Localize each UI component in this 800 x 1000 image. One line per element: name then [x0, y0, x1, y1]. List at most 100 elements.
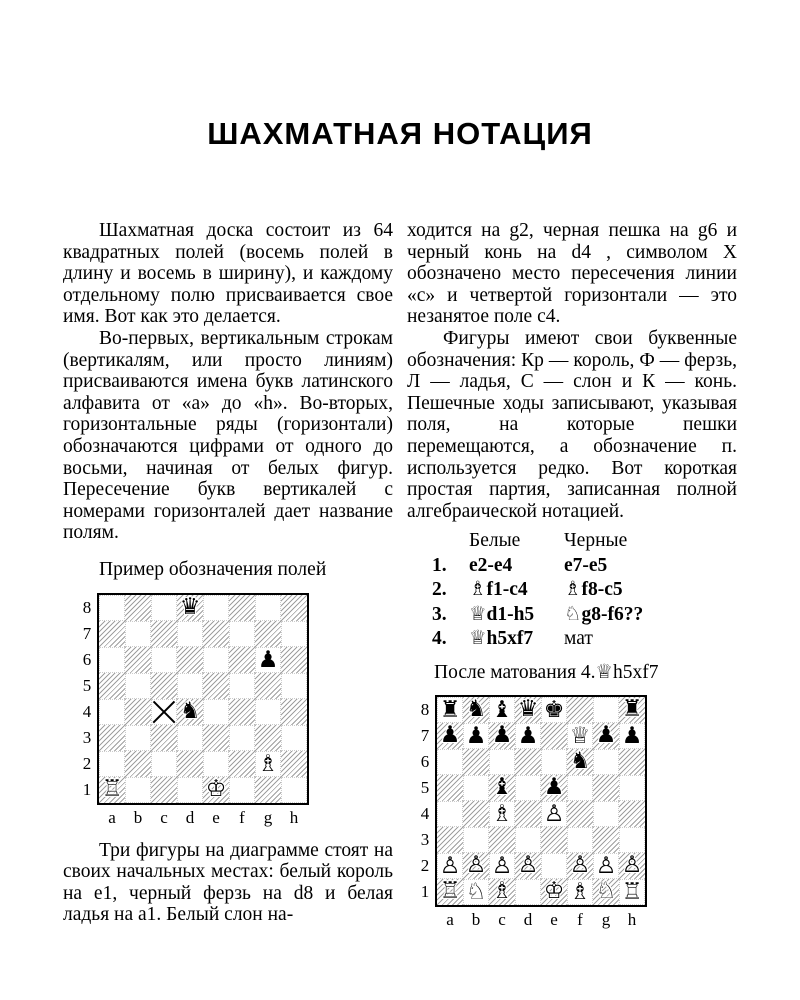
board-square [151, 750, 177, 777]
board-square: ♞ [463, 697, 489, 724]
white-king-icon: ♔ [205, 775, 227, 802]
board-square [619, 775, 645, 802]
board-square [151, 672, 177, 699]
black-pawn-icon: ♟ [257, 646, 279, 673]
black-bishop-icon: ♝ [491, 697, 513, 724]
white-bishop-icon: ♗ [569, 879, 591, 906]
file-label: h [627, 910, 637, 930]
board-square: ♟ [541, 775, 567, 802]
white-bishop-icon: ♗ [257, 750, 279, 777]
white-move: e2-e4 [469, 554, 513, 576]
rank-label: 8 [82, 597, 92, 617]
board-square [177, 750, 203, 777]
board-square [541, 723, 567, 750]
board-square [515, 749, 541, 776]
board-square: ♛ [177, 594, 203, 621]
board-square [151, 646, 177, 673]
board-square: ♗ [489, 801, 515, 828]
board-square [229, 594, 255, 621]
black-pawn-icon: ♟ [439, 722, 461, 749]
board-square [99, 672, 125, 699]
rank-label: 5 [420, 778, 430, 798]
board-square [593, 801, 619, 828]
file-label: d [185, 807, 195, 827]
board-square [489, 827, 515, 854]
board-square [125, 646, 151, 673]
board-square [203, 620, 229, 647]
paragraph-continuation: ходится на g2, черная пешка на g6 и черн… [407, 220, 737, 328]
board-square [203, 750, 229, 777]
move-row: 2. ♗f1-c4 ♗f8-c5 [432, 578, 737, 603]
board-square [125, 698, 151, 725]
file-label: h [289, 807, 299, 827]
paragraph-diagram-explained: Три фигуры на диаграмме стоят на своих н… [63, 839, 393, 926]
board-square [567, 827, 593, 854]
moves-header-row: Белые Черные [432, 529, 737, 554]
board-square [229, 776, 255, 803]
board-square: ♜ [619, 697, 645, 724]
file-label: e [212, 807, 220, 827]
file-label: c [498, 910, 506, 930]
board-square: ♖ [619, 879, 645, 906]
moves-table: Белые Черные 1. e2-e4 e7-e5 2. ♗f1-c4 ♗f8-c5 3… [432, 529, 737, 652]
file-label: a [446, 910, 454, 930]
file-label: f [239, 807, 245, 827]
board-square [593, 775, 619, 802]
board-square [125, 750, 151, 777]
board-square: ♘ [463, 879, 489, 906]
black-knight-icon: ♞ [569, 748, 591, 775]
move-row: 3. ♕d1-h5 ♘g8-f6?? [432, 603, 737, 628]
board-square: ♚ [541, 697, 567, 724]
board-square [281, 594, 307, 621]
board-square [567, 801, 593, 828]
board-square [281, 750, 307, 777]
board-square: ♝ [489, 697, 515, 724]
board-square [99, 620, 125, 647]
board-square [125, 620, 151, 647]
board-square [229, 750, 255, 777]
board-square [255, 594, 281, 621]
board-square: ♕ [567, 723, 593, 750]
board-square: ♟ [593, 723, 619, 750]
black-column-header: Черные [564, 530, 628, 552]
board-square: ♔ [541, 878, 567, 906]
board-square: ♖ [437, 879, 463, 906]
board-square [151, 594, 177, 621]
board-square [567, 697, 593, 724]
board-square [151, 698, 177, 725]
white-knight-icon: ♘ [465, 879, 487, 906]
board-square [203, 672, 229, 699]
white-pawn-icon: ♙ [491, 853, 513, 880]
diagram1-caption: Пример обозначения полей [99, 558, 327, 580]
board-square: ♘ [593, 879, 619, 906]
black-pawn-icon: ♟ [465, 723, 487, 750]
board-square: ♙ [463, 853, 489, 880]
board-square [463, 827, 489, 854]
board-square: ♝ [489, 775, 515, 802]
move-number: 2. [432, 579, 447, 601]
board-square [177, 776, 203, 803]
white-bishop-icon: ♗ [491, 801, 513, 828]
board-square [177, 672, 203, 699]
board-square: ♟ [619, 723, 645, 750]
board-square [567, 775, 593, 802]
rank-label: 4 [82, 701, 92, 721]
paragraph-piece-letters: Фигуры имеют свои буквенные обозначения:… [407, 327, 737, 522]
file-label: d [523, 910, 533, 930]
board-square [203, 646, 229, 673]
white-king-icon: ♔ [543, 878, 565, 905]
black-queen-icon: ♛ [517, 696, 539, 723]
white-pawn-icon: ♙ [595, 853, 617, 880]
board-square [255, 724, 281, 751]
board-square [593, 749, 619, 776]
board-square: ♙ [489, 853, 515, 880]
board-square [177, 620, 203, 647]
page-title: ШАХМАТНАЯ НОТАЦИЯ [207, 116, 593, 151]
move-row: 4. ♕h5xf7 мат [432, 627, 737, 652]
board-square [177, 646, 203, 673]
board-square: ♙ [437, 853, 463, 880]
right-column: ходится на g2, черная пешка на g6 и черн… [407, 220, 737, 942]
board-square [99, 594, 125, 621]
